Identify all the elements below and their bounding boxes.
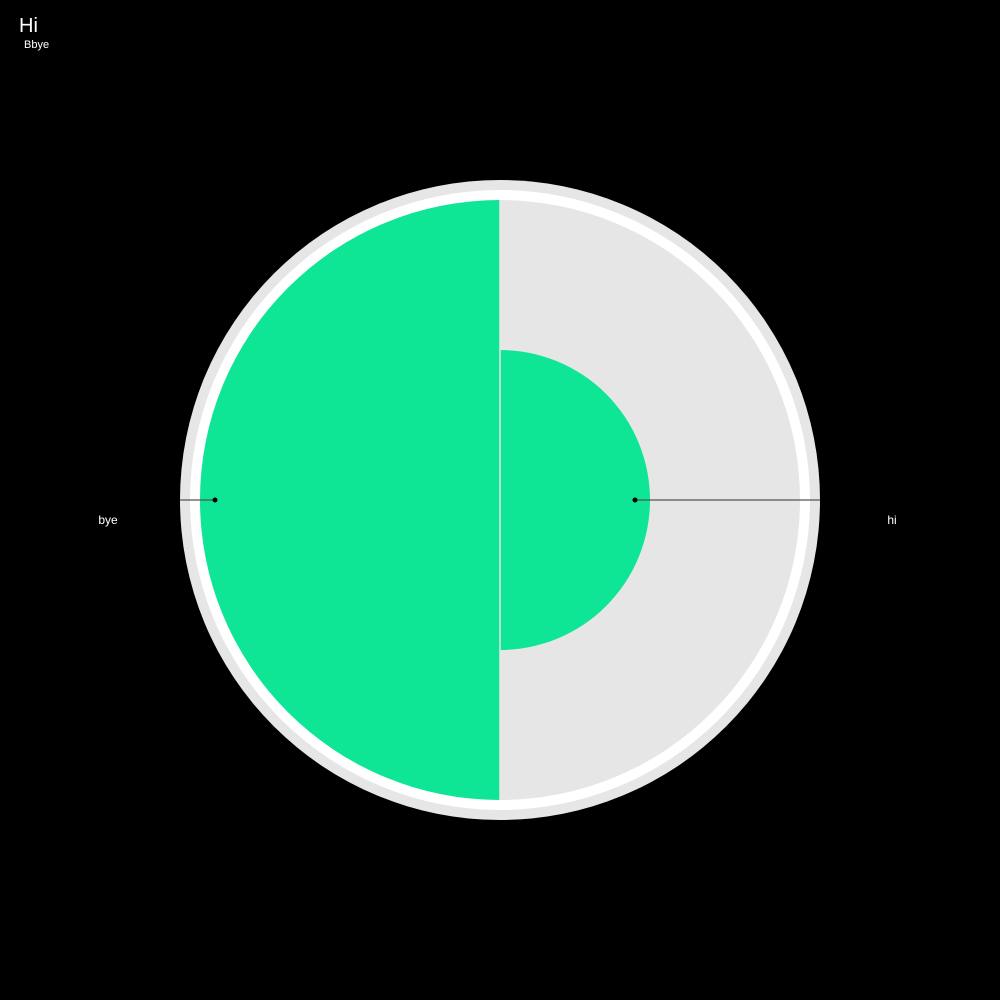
- pie-slice-hi: [500, 350, 650, 650]
- chart-subtitle: Bbye: [24, 39, 50, 51]
- pie-slice-bye: [200, 200, 500, 800]
- slice-label-bye: bye: [98, 513, 118, 527]
- leader-dot-bye: [212, 497, 218, 503]
- slice-label-hi: hi: [887, 513, 896, 527]
- labels-group: hi bye: [98, 497, 897, 527]
- slices-group: [200, 200, 650, 800]
- leader-dot-hi: [632, 497, 638, 503]
- chart-title: Hi: [19, 15, 38, 37]
